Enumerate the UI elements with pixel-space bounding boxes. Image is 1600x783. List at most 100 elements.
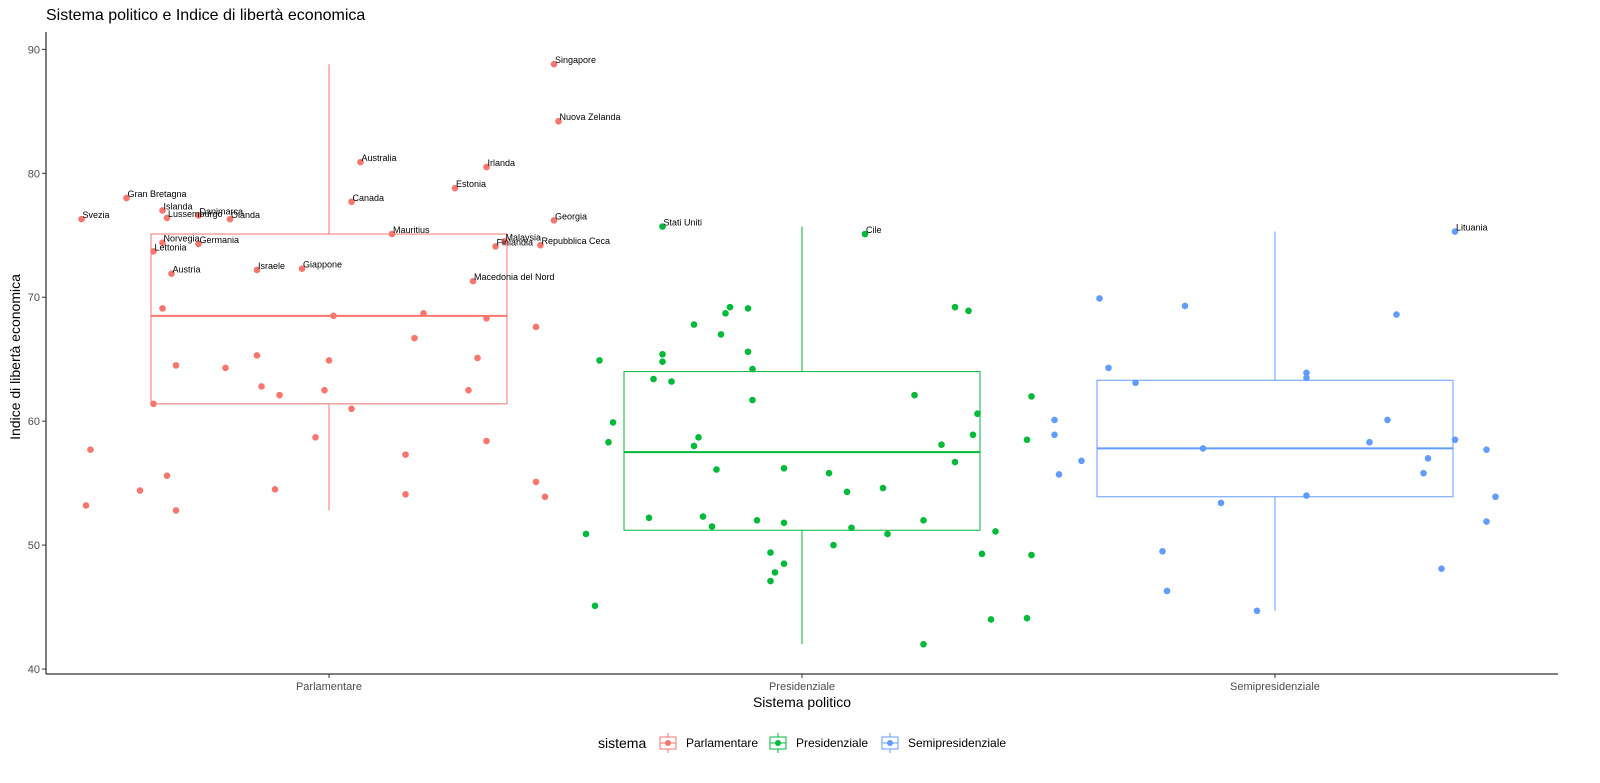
data-point [749,396,756,404]
data-point [1159,548,1166,555]
box-presidenziale [623,371,981,531]
data-point [659,223,666,230]
data-point [82,502,90,509]
data-point [780,464,788,472]
data-point [402,490,409,498]
data-point [550,60,558,68]
data-point [591,602,599,610]
point-label: Lituania [1456,223,1488,233]
y-tick-label: 40 [28,664,40,676]
data-point [1303,492,1310,499]
data-point [348,405,355,413]
data-point [1132,379,1139,387]
point-label: Cile [866,225,882,235]
legend-item-semipresidenziale: Semipresidenziale [881,733,1006,753]
point-label: Stati Uniti [664,218,703,228]
data-point [469,277,477,285]
point-label: Olanda [231,210,260,220]
data-point [726,303,734,311]
data-point [951,303,959,311]
point-label: Lettonia [155,242,187,252]
legend-item-presidenziale: Presidenziale [769,733,868,753]
data-point [136,487,144,494]
data-point [1105,364,1112,372]
data-point [253,266,261,274]
data-point [951,458,959,466]
point-label: Austria [173,265,201,275]
x-tick-label: Semipresidenziale [1230,681,1320,693]
data-point [1028,551,1035,559]
data-point [938,441,945,449]
x-axis-title: Sistema politico [753,694,851,710]
data-point [1051,416,1058,424]
point-label: Svezia [83,210,110,220]
data-point [1303,369,1310,377]
legend-label: Parlamentare [686,736,758,750]
box-semipresidenziale [1096,379,1454,498]
y-tick-label: 60 [28,416,40,428]
point-label: Macedonia del Nord [474,272,555,282]
data-point [1023,614,1031,622]
x-tick-label: Presidenziale [769,681,835,693]
data-point [1366,438,1373,446]
data-point [172,507,180,514]
y-axis-title: Indice di libertà economica [7,274,23,440]
point-label: Lussemburgo [168,209,223,219]
point-label: Singapore [555,55,596,65]
data-point [150,248,157,255]
data-point [402,451,409,458]
data-point [276,391,283,399]
point-label: Nuova Zelanda [560,112,621,122]
data-point [298,265,306,273]
data-point [1451,436,1459,444]
data-point [483,314,490,322]
data-point [555,117,562,125]
data-point [1028,393,1035,400]
point-label: Georgia [555,211,587,221]
data-point [411,334,418,342]
data-point [253,352,261,359]
data-point [123,194,130,202]
point-label: Norvegia [164,234,200,244]
data-point [699,513,707,520]
data-point [780,519,788,527]
point-label: Israele [258,261,285,271]
data-point [582,530,590,538]
data-point [150,400,157,408]
legend-item-parlamentare: Parlamentare [659,733,758,753]
data-point [532,323,540,331]
data-point [1420,469,1427,477]
data-point [708,523,716,530]
data-point [992,528,999,535]
data-point [226,215,234,223]
data-point [420,310,427,317]
data-point [1303,374,1310,382]
data-point [159,239,166,246]
data-point [978,550,986,558]
data-point [1483,518,1490,525]
data-point [1023,436,1031,444]
data-point [321,386,328,394]
data-point [1096,295,1103,302]
data-point [830,541,837,549]
data-point [1217,499,1225,507]
data-point [879,484,887,492]
point-label: Mauritius [393,225,430,235]
legend-label: Presidenziale [796,736,868,750]
point-label: Repubblica Ceca [542,236,611,246]
legend: sistema Parlamentare Presidenziale Semipres… [598,733,1006,753]
data-point [780,560,788,567]
data-point [172,362,180,369]
point-label: Finlandia [497,237,534,247]
data-point [1438,565,1445,572]
data-point [1181,302,1189,310]
data-point [690,442,698,450]
legend-key-point [775,740,781,746]
data-point [753,517,761,524]
data-point [483,437,490,445]
point-label: Malaysia [506,232,542,242]
data-point [668,378,675,385]
legend-key-point [887,740,893,746]
data-point [312,433,319,441]
